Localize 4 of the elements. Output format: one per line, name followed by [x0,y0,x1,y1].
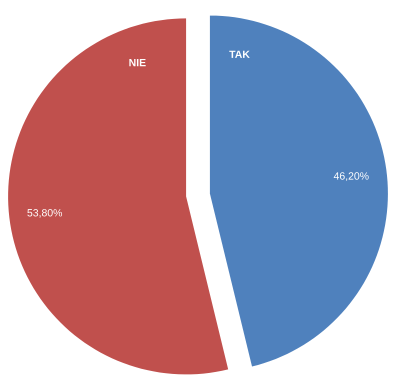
data-label: 53,80% [27,209,62,218]
data-label: 46,20% [334,172,369,181]
slice-label: TAK [229,50,250,58]
slice-label: NIE [129,59,146,66]
